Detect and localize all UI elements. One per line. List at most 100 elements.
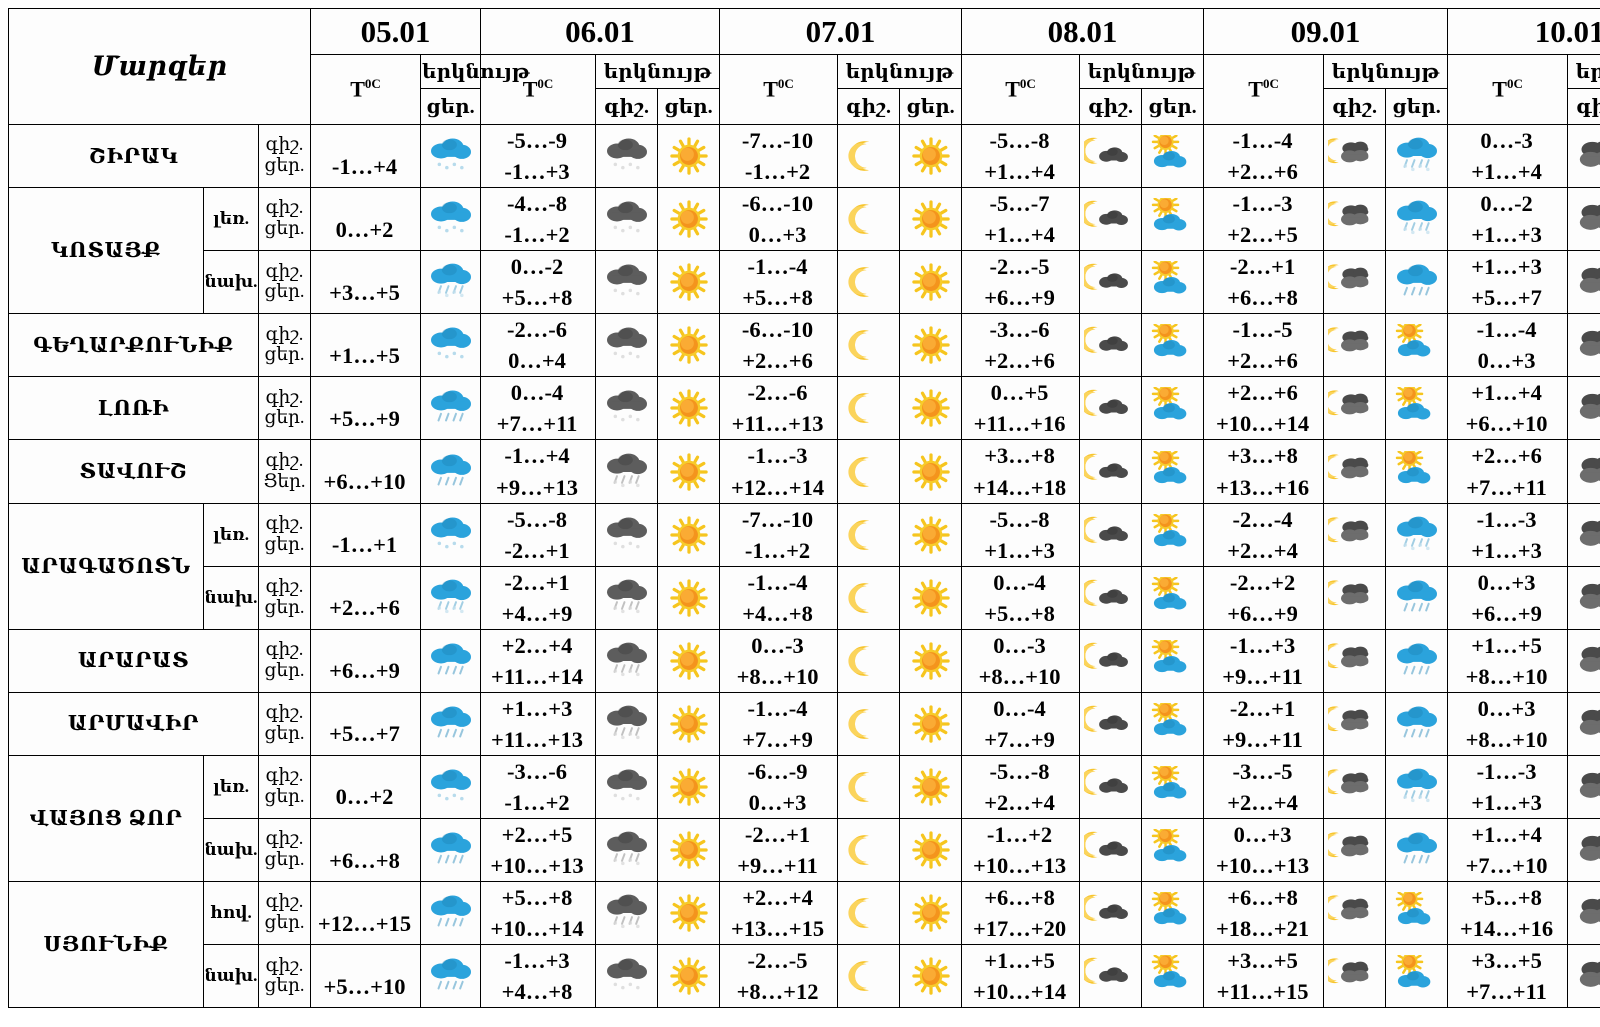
day-temp: +5…+8 (501, 285, 573, 311)
temp-cell-d3: -5…-8 +2…+4 (961, 754, 1081, 820)
temp-label-4: T (1248, 76, 1263, 102)
day-temp: -1…+2 (744, 159, 811, 185)
sun-cloud-icon (1141, 628, 1205, 693)
temp-cell-d2: -1…-4 +7…+9 (719, 691, 839, 756)
temp-unit-5: 0C (1506, 76, 1523, 92)
gray-cloud-icon (1567, 313, 1600, 378)
night-temp: +3…+8 (984, 443, 1055, 469)
sun-icon (899, 313, 963, 378)
sun-icon (899, 881, 963, 946)
moon-cloud-icon (1079, 881, 1143, 946)
night-temp: -1…-3 (1232, 191, 1293, 217)
blue-cloud-rain-icon (1385, 628, 1449, 693)
table-row: ԱՐԱԳԱԾՈՏՆ լեռ. գիշ. ցեր. -1…+1 -5…-8 -2…+1 -7…-… (8, 502, 1600, 630)
night-temp: -2…-6 (507, 317, 567, 343)
day-temp: -1…+3 (504, 159, 570, 185)
gray-cloud-mixed-icon (595, 565, 658, 630)
day-temp: -1…+2 (504, 789, 570, 815)
temp-cell-d3: -5…-8 +1…+3 (961, 502, 1081, 567)
day-temp: +7…+11 (496, 411, 578, 437)
day-temp: +8…+12 (736, 979, 819, 1005)
day-label: Ցեր. (263, 471, 306, 492)
moon-icon (837, 944, 901, 1009)
temp-cell-d5: 0…+3 +6…+9 (1447, 565, 1569, 630)
day-label: ցեր. (264, 219, 305, 240)
table-row: ԳԵՂԱՐՔՈՒՆԻՔ գիշ. ցեր. +1…+5 -2…-6 0…+4 -6…-10 +… (8, 313, 1600, 378)
sun-icon (656, 628, 721, 693)
temp-cell-d1: -5…-9 -1…+3 (480, 123, 596, 189)
region-sub-cell: լեռ. (203, 187, 259, 252)
day-temp: +6…+8 (329, 847, 400, 873)
temp-unit-0: 0C (364, 76, 381, 92)
temp-cell-d3: -5…-7 +1…+4 (961, 187, 1081, 252)
sun-cloud-icon (1141, 376, 1205, 441)
day-label: ցեր. (264, 282, 305, 303)
night-temp: -1…-4 (1476, 317, 1537, 343)
day-temp: +4…+9 (501, 600, 573, 626)
temp-cell-d0: +1…+5 (310, 313, 421, 378)
moon-icon (837, 565, 901, 630)
gray-cloud-icon (1567, 376, 1600, 441)
temp-cell-d3: 0…-4 +7…+9 (961, 691, 1081, 756)
gray-cloud-icon (1567, 565, 1600, 630)
day-label: ցեր. (264, 660, 305, 681)
blue-cloud-snow-icon (420, 187, 481, 252)
blue-cloud-rain-icon (1385, 691, 1449, 756)
day-temp: 0…+2 (335, 784, 394, 810)
gray-cloud-mixed-icon (595, 439, 658, 504)
daypart-labels-cell: գիշ. Ցեր. (258, 439, 311, 504)
gray-cloud-snow-icon (595, 376, 658, 441)
blue-cloud-mixed-icon (1385, 187, 1449, 252)
table-row: ԿՈՏԱՅՔ լեռ. գիշ. ցեր. 0…+2 -4…-8 -1…+2 -6…-10 0…… (8, 187, 1600, 315)
day-temp: +11…+13 (731, 411, 824, 437)
date-header-5: 10.01 (1447, 8, 1600, 55)
night-temp: -1…-3 (747, 443, 808, 469)
sun-icon (656, 881, 721, 946)
temp-cell-d1: -2…-6 0…+4 (480, 313, 596, 378)
night-label: գիշ. (265, 703, 304, 724)
table-row: նախ. գիշ. ցեր. +5…+10 -1…+3 +4…+8 -2…-5 +8…+12 +… (9, 944, 1600, 1009)
temp-cell-d5: -1…-3 +1…+3 (1447, 754, 1569, 820)
blue-cloud-rain-icon (1385, 565, 1449, 630)
day-temp: +1…+3 (1471, 222, 1542, 248)
moon-icon (837, 691, 901, 756)
day-temp: +7…+11 (1466, 474, 1547, 500)
night-temp: -1…-4 (747, 254, 808, 280)
night-temp: +3…+8 (1227, 443, 1298, 469)
night-temp: -2…+2 (1229, 569, 1296, 595)
night-temp: -1…+4 (504, 443, 570, 469)
sun-icon (656, 187, 721, 252)
day-temp: +4…+8 (742, 600, 813, 626)
night-temp: +2…+6 (1227, 380, 1298, 406)
gray-cloud-icon (1567, 628, 1600, 693)
day-temp: +10…+14 (490, 916, 584, 942)
blue-cloud-mixed-icon (420, 250, 481, 315)
daypart-night-3: գիշ. (1079, 88, 1143, 125)
sun-icon (899, 376, 963, 441)
day-temp: +2…+6 (984, 348, 1055, 374)
date-header-1: 06.01 (479, 8, 721, 55)
sun-icon (656, 250, 721, 315)
daypart-labels-cell: գիշ. ցեր. (258, 691, 311, 756)
table-row: ՏԱՎՈՒՇ գիշ. Ցեր. +6…+10 -1…+4 +9…+13 -1…-3 +12…… (8, 439, 1600, 504)
blue-cloud-mixed-icon (1385, 754, 1449, 820)
region-name-cell: ՏԱՎՈՒՇ (8, 439, 259, 504)
day-temp: +14…+16 (1459, 916, 1554, 942)
day-label: ցեր. (264, 723, 305, 744)
moon-icon (837, 754, 901, 820)
gray-cloud-snow-icon (595, 250, 658, 315)
day-temp: +10…+13 (972, 853, 1067, 879)
day-temp: +10…+14 (1215, 411, 1310, 437)
daypart-day-2: ցեր. (899, 88, 963, 125)
temp-cell-d4: +2…+6 +10…+14 (1203, 376, 1325, 441)
night-temp: -2…-4 (1232, 506, 1293, 532)
temp-cell-d5: +2…+6 +7…+11 (1447, 439, 1569, 504)
night-temp: +5…+8 (501, 885, 573, 911)
temp-cell-d5: 0…+3 +8…+10 (1447, 691, 1569, 756)
day-temp: +1…+3 (1471, 537, 1542, 563)
day-label: ցեր. (264, 408, 305, 429)
moon-dark-cloud-icon (1323, 376, 1387, 441)
day-temp: +14…+18 (972, 474, 1067, 500)
daypart-labels-cell: գիշ. ցեր. (258, 376, 311, 441)
sun-icon (899, 250, 963, 315)
